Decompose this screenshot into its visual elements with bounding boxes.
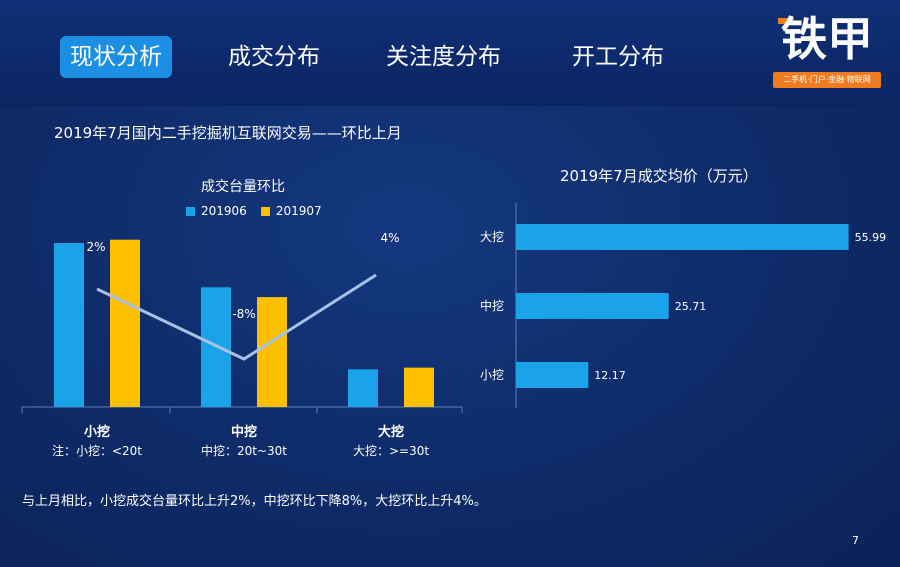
legend-label-201906: 201906 [201,204,247,218]
trend-label-0: 2% [86,240,105,254]
tab-attention-distribution[interactable]: 关注度分布 [386,44,501,70]
page-number: 7 [852,534,859,547]
brand-logo: 铁甲 二手机·门户·金融·物联网 [770,8,884,90]
bar-201906-小挖 [54,243,84,407]
left-chart-title: 成交台量环比 [201,179,285,195]
bar-201907-小挖 [110,239,140,407]
hbar-大挖 [516,224,849,250]
tab-deal-distribution[interactable]: 成交分布 [228,44,320,70]
bar-201906-大挖 [348,369,378,407]
legend-label-201907: 201907 [275,204,322,218]
trend-label-2: 4% [380,231,399,245]
logo-accent [778,18,794,24]
legend-swatch-201906 [186,206,195,216]
category-note-0: 注：小挖：<20t [52,443,142,458]
hbar-category-1: 中挖 [480,298,504,313]
right-chart-title: 2019年7月成交均价（万元） [560,167,758,185]
trend-label-1: -8% [232,307,255,321]
hbar-value-0: 55.99 [855,231,887,244]
category-label-1: 中挖 [231,424,257,440]
bar-201907-大挖 [404,367,434,407]
summary-note: 与上月相比，小挖成交台量环比上升2%，中挖环比下降8%，大挖环比上升4%。 [22,494,487,509]
logo-text: 铁甲 [781,12,873,66]
logo-tagline: 二手机·门户·金融·物联网 [773,72,881,88]
tab-status-analysis[interactable]: 现状分析 [60,36,172,78]
tab-operation-distribution[interactable]: 开工分布 [572,44,664,70]
section-title: 2019年7月国内二手挖掘机互联网交易——环比上月 [54,124,402,142]
category-label-2: 大挖 [378,424,404,440]
trend-line [96,273,377,361]
legend-swatch-201907 [260,206,270,216]
bar-201907-中挖 [257,297,287,407]
hbar-小挖 [516,362,589,388]
category-note-2: 大挖：>=30t [353,443,429,458]
category-note-1: 中挖：20t~30t [201,443,287,458]
hbar-value-1: 25.71 [675,300,707,313]
hbar-category-2: 小挖 [480,367,504,382]
hbar-中挖 [516,293,669,319]
hbar-category-0: 大挖 [480,229,504,244]
category-label-0: 小挖 [84,424,110,440]
hbar-value-2: 12.17 [594,369,626,382]
left-chart-legend: 201906 201907 [186,204,322,218]
